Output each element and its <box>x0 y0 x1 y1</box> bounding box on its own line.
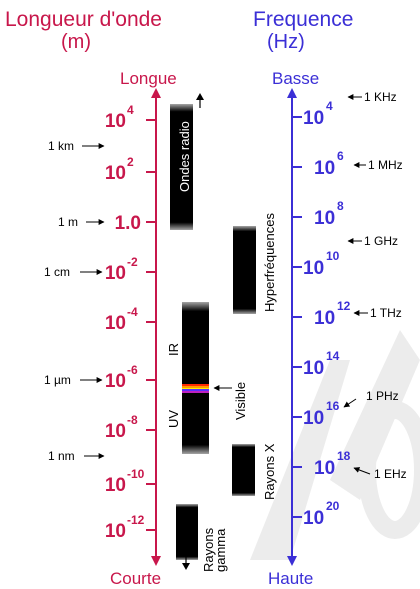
frequency-tick-exp: 12 <box>337 299 351 313</box>
band-label-gamma-1: Rayons <box>201 527 216 572</box>
frequency-tick-label: 10 <box>303 108 324 129</box>
visible-red <box>182 384 209 386</box>
marker-1khz: 1 KHz <box>364 90 397 104</box>
visible-violet <box>182 391 209 393</box>
frequency-tick-exp: 6 <box>337 149 344 163</box>
band-label-gamma-2: gamma <box>213 528 228 572</box>
frequency-markers: 1 KHz 1 MHz 1 GHz 1 THz 1 PHz 1 EHz <box>343 90 407 481</box>
frequency-tick-label: 10 <box>303 258 324 279</box>
frequency-tick-exp: 16 <box>326 399 340 413</box>
wavelength-tick-exp: -4 <box>127 305 138 319</box>
wavelength-tick-label: 10 <box>105 371 126 392</box>
band-label-microwave: Hyperfréquences <box>262 213 277 312</box>
frequency-tick-exp: 18 <box>337 449 351 463</box>
marker-1thz: 1 THz <box>370 306 402 320</box>
frequency-tick-exp: 20 <box>326 499 340 513</box>
wavelength-tick-label: 10 <box>105 421 126 442</box>
marker-1cm: 1 cm <box>44 265 70 279</box>
wavelength-title: Longueur d'onde <box>5 8 162 31</box>
wavelength-tick-exp: 2 <box>127 155 134 169</box>
band-label-ir: IR <box>166 343 181 356</box>
wavelength-unit: (m) <box>61 31 91 53</box>
watermark <box>250 330 420 560</box>
band-label-uv: UV <box>166 410 181 428</box>
frequency-tick-exp: 10 <box>326 249 340 263</box>
wavelength-ticks: 10 4 10 2 1.0 10 -2 10 -4 10 -6 10 -8 10… <box>105 103 156 542</box>
wavelength-axis-arrow-bottom <box>151 556 161 566</box>
frequency-axis-arrow-bottom <box>287 556 297 566</box>
wavelength-tick-label: 1.0 <box>115 213 141 234</box>
frequency-tick-exp: 14 <box>326 349 340 363</box>
marker-1m: 1 m <box>58 215 78 229</box>
marker-1ehz: 1 EHz <box>374 467 407 481</box>
wavelength-tick-label: 10 <box>105 163 126 184</box>
wavelength-tick-label: 10 <box>105 521 126 542</box>
frequency-bottom-label: Haute <box>268 569 313 588</box>
band-ir-visible-uv <box>182 302 209 454</box>
frequency-tick-label: 10 <box>314 458 335 479</box>
frequency-ticks: 10 4 10 6 10 8 10 10 10 12 10 14 10 16 1… <box>292 99 351 529</box>
wavelength-axis-arrow-top <box>151 88 161 98</box>
wavelength-tick-label: 10 <box>105 263 126 284</box>
frequency-tick-exp: 4 <box>326 99 333 113</box>
frequency-top-label: Basse <box>272 69 319 88</box>
marker-1phz: 1 PHz <box>366 389 399 403</box>
gamma-arrow-down-icon <box>182 563 190 570</box>
band-label-radio: Ondes radio <box>177 121 192 192</box>
frequency-unit: (Hz) <box>267 31 305 53</box>
wavelength-tick-label: 10 <box>105 313 126 334</box>
wavelength-tick-label: 10 <box>105 475 126 496</box>
marker-1mhz: 1 MHz <box>368 158 403 172</box>
marker-1um: 1 µm <box>44 373 71 387</box>
frequency-tick-label: 10 <box>314 308 335 329</box>
band-gamma <box>176 504 198 560</box>
wavelength-tick-exp: 4 <box>127 103 134 117</box>
visible-yellow <box>182 388 209 389</box>
wavelength-tick-exp: -12 <box>127 513 145 527</box>
frequency-tick-label: 10 <box>303 508 324 529</box>
marker-1km: 1 km <box>48 139 74 153</box>
band-xray <box>232 444 255 496</box>
band-label-xray: Rayons X <box>262 443 277 500</box>
wavelength-tick-label: 10 <box>105 111 126 132</box>
wavelength-bottom-label: Courte <box>110 569 161 588</box>
frequency-axis-arrow-top <box>287 88 297 98</box>
wavelength-tick-exp: -2 <box>127 255 138 269</box>
visible-orange <box>182 386 209 388</box>
frequency-tick-label: 10 <box>303 408 324 429</box>
radio-arrow-up-icon <box>196 93 204 100</box>
visible-blue <box>182 389 209 391</box>
frequency-tick-label: 10 <box>314 208 335 229</box>
marker-1ghz: 1 GHz <box>364 234 398 248</box>
wavelength-markers: 1 km 1 m 1 cm 1 µm 1 nm <box>44 139 105 463</box>
wavelength-tick-exp: -8 <box>127 413 138 427</box>
wavelength-tick-exp: -10 <box>127 467 145 481</box>
wavelength-tick-exp: -6 <box>127 363 138 377</box>
band-label-visible: Visible <box>233 382 248 420</box>
bands: Ondes radio Hyperfréquences IR UV Visibl… <box>166 93 277 572</box>
frequency-tick-label: 10 <box>303 358 324 379</box>
band-radio <box>170 104 193 230</box>
band-microwave <box>233 226 256 314</box>
marker-1nm: 1 nm <box>48 449 75 463</box>
frequency-tick-label: 10 <box>314 158 335 179</box>
wavelength-top-label: Longue <box>120 69 177 88</box>
frequency-title: Frequence <box>253 8 353 31</box>
frequency-tick-exp: 8 <box>337 199 344 213</box>
